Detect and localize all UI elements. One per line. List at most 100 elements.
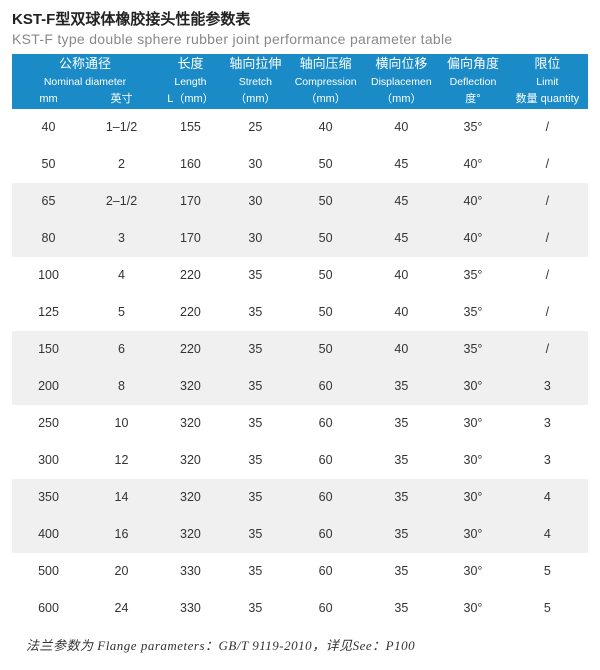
- cell-inch: 24: [85, 590, 158, 627]
- h-nominal-mm: mm: [12, 91, 85, 109]
- cell-dfl: 30°: [439, 590, 507, 627]
- cell-lim: /: [507, 294, 588, 331]
- cell-inch: 2–1/2: [85, 183, 158, 220]
- cell-dfl: 30°: [439, 368, 507, 405]
- cell-str: 30: [223, 220, 288, 257]
- cell-str: 30: [223, 183, 288, 220]
- cell-dsp: 35: [363, 553, 439, 590]
- cell-dsp: 35: [363, 405, 439, 442]
- table-row: 6002433035603530°5: [12, 590, 588, 627]
- table-row: 5002033035603530°5: [12, 553, 588, 590]
- table-row: 3001232035603530°3: [12, 442, 588, 479]
- h-compression-unit: （mm）: [288, 91, 364, 109]
- cell-dfl: 40°: [439, 183, 507, 220]
- h-stretch-en: Stretch: [223, 74, 288, 91]
- cell-dsp: 35: [363, 368, 439, 405]
- cell-len: 320: [158, 479, 223, 516]
- cell-str: 35: [223, 331, 288, 368]
- table-row: 652–1/217030504540°/: [12, 183, 588, 220]
- cell-cmp: 50: [288, 146, 364, 183]
- cell-dfl: 35°: [439, 294, 507, 331]
- cell-mm: 125: [12, 294, 85, 331]
- cell-inch: 16: [85, 516, 158, 553]
- cell-mm: 600: [12, 590, 85, 627]
- cell-dfl: 30°: [439, 479, 507, 516]
- cell-dsp: 35: [363, 590, 439, 627]
- cell-cmp: 60: [288, 590, 364, 627]
- cell-str: 35: [223, 479, 288, 516]
- cell-inch: 1–1/2: [85, 109, 158, 146]
- h-length-unit: L（mm）: [158, 91, 223, 109]
- cell-inch: 6: [85, 331, 158, 368]
- cell-str: 35: [223, 368, 288, 405]
- h-deflection-unit: 度°: [439, 91, 507, 109]
- cell-len: 170: [158, 220, 223, 257]
- cell-dfl: 40°: [439, 146, 507, 183]
- table-row: 200832035603530°3: [12, 368, 588, 405]
- cell-str: 35: [223, 516, 288, 553]
- cell-lim: 5: [507, 590, 588, 627]
- h-deflection-en: Deflection: [439, 74, 507, 91]
- table-row: 125522035504035°/: [12, 294, 588, 331]
- h-compression-en: Compression: [288, 74, 364, 91]
- cell-dsp: 40: [363, 257, 439, 294]
- cell-str: 30: [223, 146, 288, 183]
- cell-inch: 14: [85, 479, 158, 516]
- cell-lim: 3: [507, 442, 588, 479]
- cell-cmp: 40: [288, 109, 364, 146]
- cell-lim: /: [507, 183, 588, 220]
- cell-dsp: 45: [363, 183, 439, 220]
- cell-mm: 150: [12, 331, 85, 368]
- cell-lim: /: [507, 257, 588, 294]
- cell-inch: 12: [85, 442, 158, 479]
- h-limit-unit: 数量 quantity: [507, 91, 588, 109]
- cell-dsp: 35: [363, 442, 439, 479]
- cell-inch: 20: [85, 553, 158, 590]
- title-en: KST-F type double sphere rubber joint pe…: [12, 30, 588, 48]
- table-row: 50216030504540°/: [12, 146, 588, 183]
- cell-lim: 5: [507, 553, 588, 590]
- table-row: 150622035504035°/: [12, 331, 588, 368]
- cell-mm: 65: [12, 183, 85, 220]
- h-nominal-inch: 英寸: [85, 91, 158, 109]
- cell-dfl: 35°: [439, 331, 507, 368]
- parameter-table: 公称通径 长度 轴向拉伸 轴向压缩 横向位移 偏向角度 限位 Nominal d…: [12, 54, 588, 627]
- cell-inch: 2: [85, 146, 158, 183]
- cell-cmp: 50: [288, 257, 364, 294]
- title-cn: KST-F型双球体橡胶接头性能参数表: [12, 10, 588, 30]
- h-nominal-cn: 公称通径: [12, 54, 158, 74]
- cell-inch: 5: [85, 294, 158, 331]
- cell-len: 320: [158, 368, 223, 405]
- cell-lim: /: [507, 109, 588, 146]
- table-row: 3501432035603530°4: [12, 479, 588, 516]
- cell-lim: /: [507, 146, 588, 183]
- cell-mm: 200: [12, 368, 85, 405]
- cell-len: 160: [158, 146, 223, 183]
- h-stretch-cn: 轴向拉伸: [223, 54, 288, 74]
- cell-mm: 350: [12, 479, 85, 516]
- cell-dfl: 35°: [439, 257, 507, 294]
- cell-dsp: 45: [363, 146, 439, 183]
- cell-str: 35: [223, 553, 288, 590]
- cell-mm: 50: [12, 146, 85, 183]
- cell-lim: 3: [507, 405, 588, 442]
- cell-len: 170: [158, 183, 223, 220]
- cell-mm: 40: [12, 109, 85, 146]
- cell-dfl: 30°: [439, 553, 507, 590]
- cell-dsp: 40: [363, 294, 439, 331]
- h-displacement-unit: （mm）: [363, 91, 439, 109]
- cell-str: 35: [223, 294, 288, 331]
- table-body: 401–1/215525404035°/50216030504540°/652–…: [12, 109, 588, 627]
- cell-dsp: 40: [363, 109, 439, 146]
- cell-dsp: 35: [363, 479, 439, 516]
- table-row: 80317030504540°/: [12, 220, 588, 257]
- cell-dfl: 35°: [439, 109, 507, 146]
- cell-cmp: 50: [288, 331, 364, 368]
- cell-len: 320: [158, 442, 223, 479]
- h-nominal-en: Nominal diameter: [12, 74, 158, 91]
- cell-cmp: 60: [288, 553, 364, 590]
- cell-len: 320: [158, 516, 223, 553]
- cell-lim: 3: [507, 368, 588, 405]
- cell-cmp: 50: [288, 183, 364, 220]
- table-row: 401–1/215525404035°/: [12, 109, 588, 146]
